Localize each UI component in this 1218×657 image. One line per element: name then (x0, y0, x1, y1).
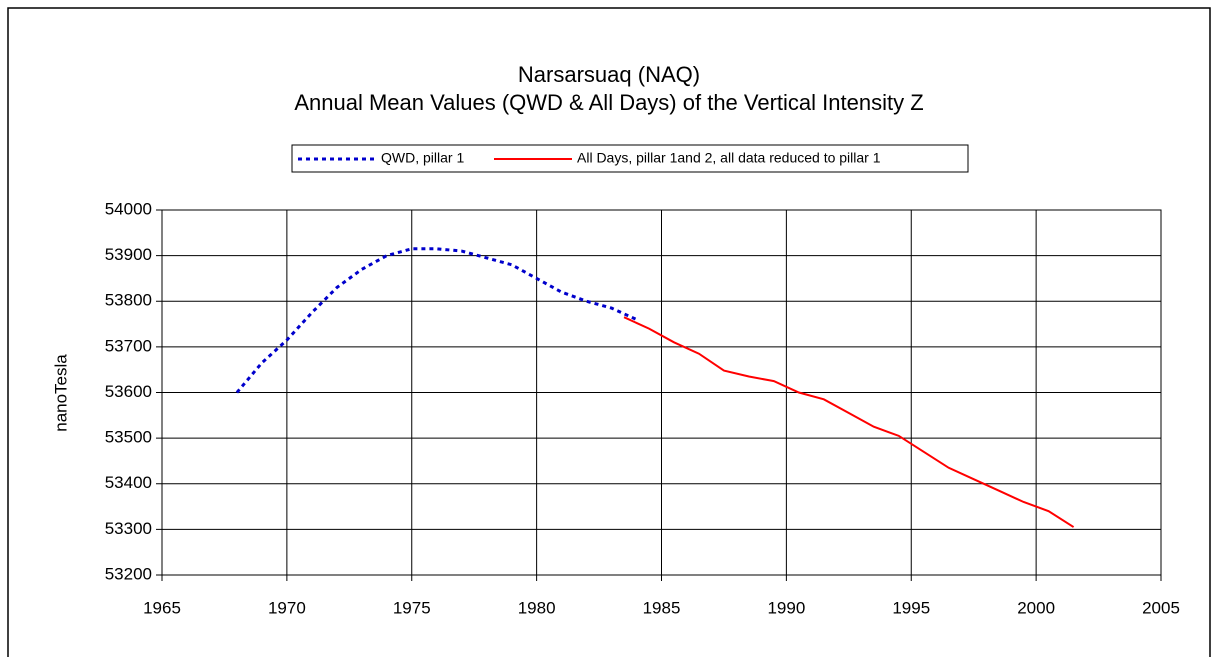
chart-title: Narsarsuaq (NAQ) (518, 62, 700, 87)
y-tick-label: 53700 (105, 336, 152, 355)
y-tick-label: 53800 (105, 291, 152, 310)
x-tick-label: 1970 (268, 598, 306, 617)
x-tick-label: 1965 (143, 598, 181, 617)
legend-label: All Days, pillar 1and 2, all data reduce… (577, 150, 881, 166)
x-tick-label: 2005 (1142, 598, 1180, 617)
y-tick-label: 53900 (105, 245, 152, 264)
x-tick-label: 2000 (1017, 598, 1055, 617)
y-tick-label: 53300 (105, 519, 152, 538)
x-tick-label: 1975 (393, 598, 431, 617)
series-line (235, 247, 638, 394)
y-tick-label: 53400 (105, 473, 152, 492)
x-tick-label: 1990 (767, 598, 805, 617)
series-line (623, 316, 1075, 528)
y-tick-label: 53200 (105, 564, 152, 583)
y-tick-label: 53500 (105, 428, 152, 447)
x-tick-label: 1980 (518, 598, 556, 617)
y-tick-label: 54000 (105, 199, 152, 218)
x-tick-label: 1995 (892, 598, 930, 617)
y-axis-label: nanoTesla (51, 354, 70, 432)
chart-subtitle: Annual Mean Values (QWD & All Days) of t… (294, 90, 923, 115)
legend-label: QWD, pillar 1 (381, 150, 464, 166)
x-tick-label: 1985 (643, 598, 681, 617)
legend-box (291, 144, 969, 173)
y-tick-label: 53600 (105, 382, 152, 401)
